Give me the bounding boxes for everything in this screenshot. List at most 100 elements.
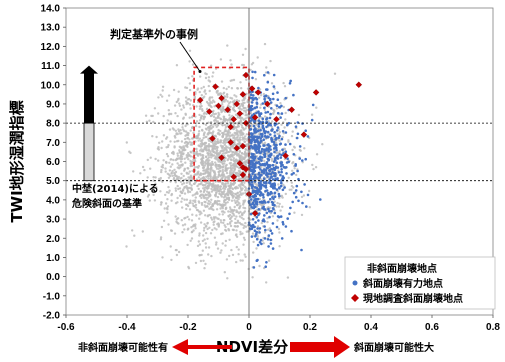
non-landslide-point <box>225 145 228 148</box>
non-landslide-point <box>212 170 215 173</box>
non-landslide-point <box>197 176 200 179</box>
non-landslide-point <box>176 114 179 118</box>
non-landslide-point <box>311 163 314 167</box>
y-tick-label: 10.0 <box>41 80 61 91</box>
non-landslide-point <box>212 123 216 126</box>
non-landslide-point <box>189 107 192 110</box>
non-landslide-point <box>238 177 241 180</box>
non-landslide-point <box>256 225 260 228</box>
non-landslide-point <box>234 201 237 205</box>
likely-landslide-point <box>251 223 255 227</box>
likely-landslide-point <box>268 98 272 102</box>
likely-landslide-point <box>301 201 304 205</box>
non-landslide-point <box>241 232 244 235</box>
likely-landslide-point <box>271 163 275 167</box>
likely-landslide-point <box>253 70 257 74</box>
non-landslide-point <box>189 159 192 163</box>
non-landslide-point <box>198 113 201 117</box>
y-tick-label: 14.0 <box>41 4 61 15</box>
non-landslide-point <box>155 135 158 139</box>
non-landslide-point <box>197 240 200 243</box>
non-landslide-point <box>258 88 262 91</box>
non-landslide-point <box>207 173 210 177</box>
non-landslide-point <box>202 85 205 89</box>
non-landslide-point <box>161 85 165 89</box>
likely-landslide-point <box>280 104 283 108</box>
non-landslide-point <box>223 187 227 191</box>
likely-landslide-point <box>263 225 266 228</box>
likely-landslide-point <box>271 92 275 96</box>
non-landslide-point <box>162 159 165 162</box>
non-landslide-point <box>221 232 224 235</box>
non-landslide-point <box>256 235 260 238</box>
non-landslide-point <box>170 112 173 116</box>
non-landslide-point <box>195 214 198 217</box>
non-landslide-point <box>196 171 199 175</box>
non-landslide-point <box>222 115 225 118</box>
non-landslide-point <box>230 87 234 90</box>
non-landslide-point <box>181 126 184 129</box>
axes: -2.0 -1.0 0.0 1.0 2.0 3.0 4.0 5.0 6.0 7.0 8.0 9.0 10… <box>8 4 500 358</box>
likely-landslide-point <box>261 183 264 187</box>
non-landslide-point <box>214 163 218 166</box>
non-landslide-point <box>230 63 233 66</box>
likely-landslide-point <box>263 73 266 77</box>
non-landslide-point <box>225 87 228 91</box>
non-landslide-point <box>214 117 217 120</box>
non-landslide-point <box>202 169 205 172</box>
non-landslide-point <box>160 225 164 229</box>
non-landslide-point <box>207 79 210 82</box>
non-landslide-point <box>202 134 206 137</box>
likely-landslide-point <box>260 135 264 138</box>
likely-landslide-point <box>278 187 281 190</box>
non-landslide-point <box>160 168 163 172</box>
likely-landslide-point <box>288 212 291 216</box>
likely-landslide-point <box>251 202 254 206</box>
non-landslide-point <box>175 253 179 257</box>
non-landslide-point <box>276 201 279 205</box>
non-landslide-point <box>283 147 287 151</box>
likely-landslide-point <box>259 112 263 115</box>
non-landslide-point <box>222 221 225 225</box>
non-landslide-point <box>175 100 178 104</box>
likely-landslide-point <box>297 199 300 203</box>
non-landslide-point <box>188 141 192 144</box>
non-landslide-point <box>187 154 190 157</box>
non-landslide-point <box>236 154 239 157</box>
non-landslide-point <box>291 130 294 133</box>
non-landslide-point <box>152 176 155 179</box>
likely-landslide-point <box>275 188 279 191</box>
non-landslide-point <box>233 134 236 137</box>
non-landslide-point <box>206 166 209 169</box>
likely-landslide-point <box>276 177 279 180</box>
non-landslide-point <box>186 137 189 140</box>
non-landslide-point <box>194 196 197 199</box>
likely-landslide-point <box>280 112 284 115</box>
non-landslide-point <box>237 106 240 110</box>
likely-landslide-point <box>276 215 280 218</box>
likely-landslide-point <box>250 235 254 238</box>
non-landslide-point <box>180 140 184 143</box>
non-landslide-point <box>185 198 189 201</box>
non-landslide-point <box>170 229 174 232</box>
y-tick-label: -1.0 <box>43 291 61 302</box>
non-landslide-point <box>204 123 208 127</box>
non-landslide-point <box>188 60 191 63</box>
y-tick-label: 7.0 <box>46 138 60 149</box>
non-landslide-point <box>237 99 241 103</box>
non-landslide-point <box>201 138 204 142</box>
non-landslide-point <box>187 76 190 80</box>
non-landslide-point <box>239 81 242 84</box>
non-landslide-point <box>222 86 225 90</box>
likely-landslide-point <box>259 128 262 132</box>
likely-landslide-point <box>262 148 266 151</box>
x-tick-label: -0.6 <box>57 322 75 333</box>
likely-landslide-point <box>294 125 298 128</box>
non-landslide-point <box>157 146 160 149</box>
non-landslide-point <box>184 124 187 128</box>
non-landslide-point <box>196 153 199 156</box>
likely-landslide-point <box>259 137 263 140</box>
likely-landslide-point <box>266 166 270 169</box>
non-landslide-point <box>193 166 196 169</box>
likely-landslide-point <box>253 138 256 142</box>
